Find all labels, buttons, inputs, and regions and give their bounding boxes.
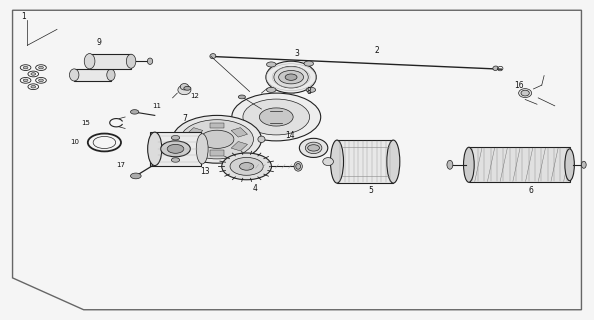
Ellipse shape — [519, 89, 532, 98]
Bar — [210, 123, 224, 128]
Circle shape — [243, 99, 309, 135]
Circle shape — [161, 141, 190, 157]
Ellipse shape — [196, 134, 208, 164]
Circle shape — [285, 74, 297, 80]
Circle shape — [31, 85, 36, 88]
Circle shape — [171, 158, 179, 162]
Circle shape — [31, 73, 36, 75]
Ellipse shape — [148, 132, 162, 165]
Text: 10: 10 — [70, 140, 79, 146]
Bar — [210, 150, 224, 156]
Ellipse shape — [180, 84, 188, 90]
Text: 13: 13 — [200, 167, 210, 176]
Circle shape — [181, 120, 254, 159]
Circle shape — [39, 66, 43, 69]
Ellipse shape — [521, 90, 529, 96]
Ellipse shape — [127, 54, 136, 68]
Circle shape — [23, 66, 28, 69]
Text: 9: 9 — [96, 38, 101, 47]
Bar — [337, 140, 393, 183]
Bar — [150, 132, 201, 165]
Bar — [187, 141, 203, 151]
Ellipse shape — [305, 142, 322, 154]
Bar — [469, 147, 570, 182]
Ellipse shape — [147, 58, 153, 64]
Text: 1: 1 — [21, 12, 26, 21]
Bar — [231, 128, 248, 137]
Bar — [74, 69, 111, 81]
Text: 14: 14 — [285, 131, 295, 140]
Text: 2: 2 — [375, 45, 380, 55]
Circle shape — [131, 173, 141, 179]
Ellipse shape — [323, 158, 333, 165]
Circle shape — [279, 70, 304, 84]
Circle shape — [184, 86, 191, 90]
Circle shape — [222, 153, 271, 180]
Circle shape — [304, 61, 314, 66]
Ellipse shape — [565, 149, 574, 181]
Text: 12: 12 — [191, 93, 200, 99]
Ellipse shape — [582, 161, 586, 168]
Circle shape — [238, 95, 245, 99]
Ellipse shape — [463, 147, 474, 182]
Circle shape — [267, 87, 276, 92]
Text: 5: 5 — [369, 186, 374, 195]
Ellipse shape — [266, 61, 316, 93]
Ellipse shape — [107, 69, 115, 81]
Circle shape — [131, 110, 139, 114]
Circle shape — [230, 157, 263, 175]
Text: 17: 17 — [116, 162, 125, 168]
Ellipse shape — [84, 53, 95, 69]
Circle shape — [171, 135, 179, 140]
Circle shape — [267, 62, 276, 67]
Text: 6: 6 — [529, 186, 533, 195]
Bar — [187, 128, 203, 137]
Ellipse shape — [258, 136, 265, 142]
Ellipse shape — [178, 85, 191, 95]
Text: 16: 16 — [514, 81, 524, 90]
Bar — [90, 53, 131, 69]
Circle shape — [200, 130, 234, 148]
Circle shape — [260, 108, 293, 126]
Circle shape — [168, 144, 184, 153]
Text: 11: 11 — [152, 103, 161, 109]
Text: 15: 15 — [81, 120, 90, 126]
Ellipse shape — [493, 66, 498, 70]
Text: 7: 7 — [182, 114, 187, 123]
Text: 3: 3 — [295, 49, 299, 58]
Ellipse shape — [296, 164, 301, 169]
Ellipse shape — [330, 140, 343, 183]
Circle shape — [172, 116, 261, 163]
Circle shape — [23, 79, 28, 82]
Circle shape — [306, 87, 315, 92]
Circle shape — [308, 145, 320, 151]
Ellipse shape — [387, 140, 400, 183]
Ellipse shape — [294, 162, 302, 171]
Text: 8: 8 — [307, 87, 311, 96]
Bar — [231, 141, 248, 151]
Circle shape — [232, 93, 321, 141]
Ellipse shape — [274, 66, 308, 88]
Ellipse shape — [447, 160, 453, 169]
Ellipse shape — [69, 69, 79, 81]
Circle shape — [239, 163, 254, 170]
Ellipse shape — [299, 138, 328, 157]
Text: 4: 4 — [253, 184, 258, 193]
Circle shape — [39, 79, 43, 82]
Ellipse shape — [210, 53, 216, 59]
